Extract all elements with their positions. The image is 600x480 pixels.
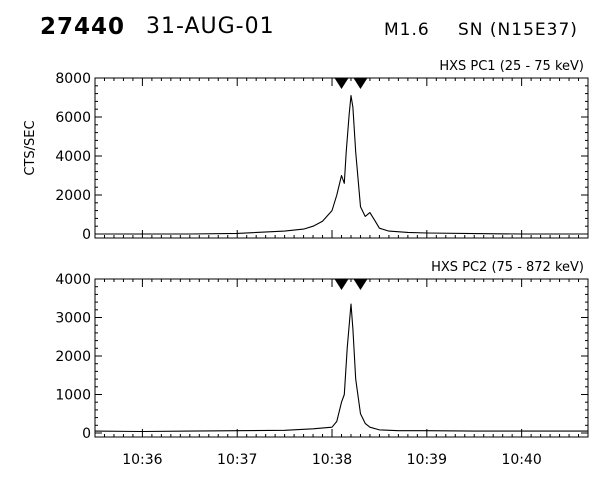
goes-class: M1.6 [384, 20, 430, 40]
x-tick-label: 10:39 [407, 452, 447, 468]
x-tick-label: 10:36 [122, 452, 162, 468]
time-marker-2 [353, 78, 368, 89]
series-line-2 [94, 303, 588, 433]
y-tick-label: 0 [82, 227, 91, 243]
x-tick-label: 10:40 [501, 452, 541, 468]
y-tick-label: 8000 [55, 71, 91, 87]
x-tick-label: 10:37 [217, 452, 257, 468]
event-id: 27440 [40, 14, 126, 40]
x-tick-label: 10:38 [312, 452, 352, 468]
plot-frame-1 [94, 77, 589, 239]
time-marker-1 [334, 78, 349, 89]
y-tick-label: 6000 [55, 110, 91, 126]
time-marker-2 [353, 279, 368, 290]
y-tick-label: 0 [82, 426, 91, 442]
flare-location: SN (N15E37) [458, 20, 578, 40]
y-axis-label: CTS/SEC [23, 120, 38, 175]
y-tick-label: 4000 [55, 272, 91, 288]
y-tick-label: 3000 [55, 311, 91, 327]
y-tick-label: 1000 [55, 388, 91, 404]
plot-frame-2 [94, 278, 589, 438]
panel-label-2: HXS PC2 (75 - 872 keV) [431, 260, 584, 275]
event-date: 31-AUG-01 [146, 14, 275, 39]
y-tick-label: 2000 [55, 188, 91, 204]
time-marker-1 [334, 279, 349, 290]
y-tick-label: 4000 [55, 149, 91, 165]
panel-label-1: HXS PC1 (25 - 75 keV) [439, 59, 584, 74]
y-tick-label: 2000 [55, 349, 91, 365]
series-line-1 [95, 95, 588, 235]
